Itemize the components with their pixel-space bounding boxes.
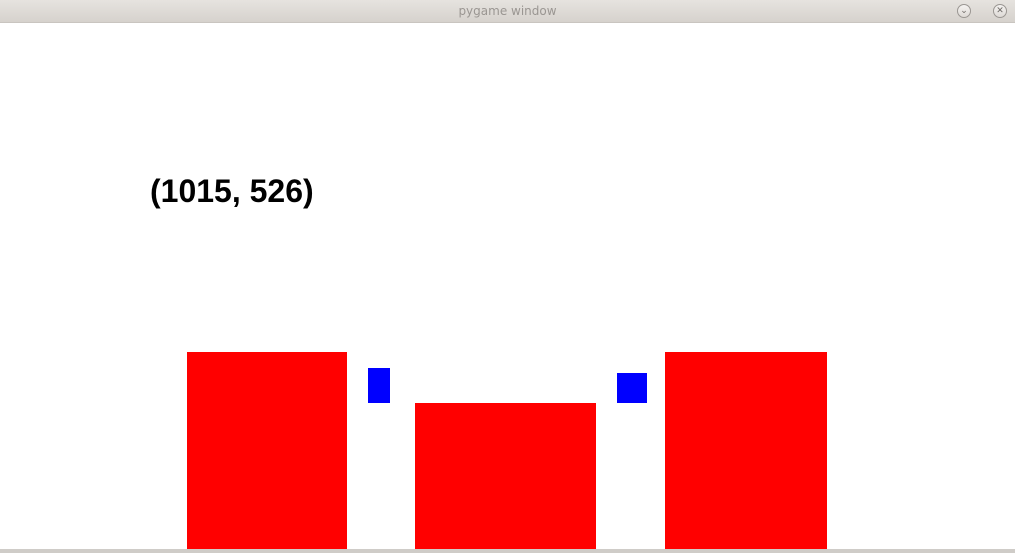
- window-title: pygame window: [458, 4, 557, 18]
- blue-block-right: [617, 373, 647, 403]
- red-block-left: [187, 352, 347, 549]
- close-icon: ✕: [996, 5, 1004, 16]
- window-size-readout: (1015, 526): [150, 173, 314, 209]
- red-block-right: [665, 352, 827, 549]
- game-canvas[interactable]: (1015, 526): [0, 23, 1015, 549]
- close-button[interactable]: ✕: [993, 4, 1007, 18]
- minimize-button[interactable]: ⌄: [957, 4, 971, 18]
- red-block-middle: [415, 403, 596, 549]
- title-bar[interactable]: pygame window ⌄ ✕: [0, 0, 1015, 23]
- blue-block-left: [368, 368, 390, 403]
- window-bottom-border: [0, 549, 1015, 553]
- chevron-down-icon: ⌄: [960, 5, 968, 16]
